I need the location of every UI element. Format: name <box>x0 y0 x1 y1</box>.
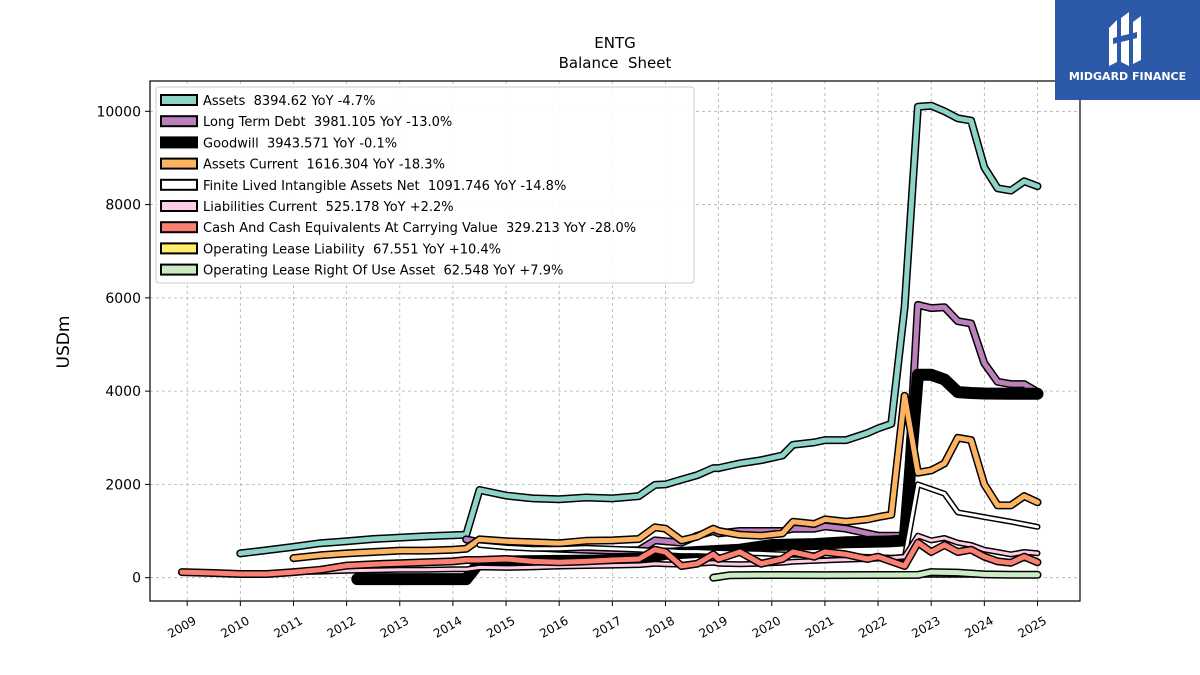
y-tick-label: 10000 <box>96 104 141 120</box>
x-tick-label: 2013 <box>378 613 411 640</box>
y-tick-label: 4000 <box>105 384 141 400</box>
legend-swatch <box>160 94 198 106</box>
legend-item: Operating Lease Liability 67.551 YoY +10… <box>160 242 501 257</box>
series-stroke <box>292 534 1039 574</box>
series-1-line <box>462 300 1042 555</box>
logo-text: MIDGARD FINANCE <box>1068 70 1187 83</box>
x-tick-label: 2024 <box>962 613 995 640</box>
x-tick-label: 2023 <box>909 613 942 640</box>
x-tick-label: 2019 <box>697 613 730 640</box>
legend-swatch <box>160 200 198 212</box>
x-tick-label: 2020 <box>750 613 783 640</box>
midgard-finance-logo: MIDGARD FINANCE <box>1055 0 1200 100</box>
y-tick-label: 6000 <box>105 291 141 307</box>
legend-label: Operating Lease Liability 67.551 YoY +10… <box>203 242 501 257</box>
plot-frame <box>149 80 1081 602</box>
legend-item: Assets Current 1616.304 YoY -18.3% <box>160 157 445 173</box>
series-8-line <box>709 568 1042 582</box>
x-tick-label: 2010 <box>218 613 251 640</box>
legend-box <box>155 86 695 284</box>
series-4-line <box>476 481 1041 562</box>
x-tick-label: 2021 <box>803 613 836 640</box>
series-stroke <box>710 569 1040 581</box>
legend-item: Liabilities Current 525.178 YoY +2.2% <box>160 200 454 215</box>
series-0-line <box>236 101 1042 558</box>
x-tick-label: 2011 <box>272 613 305 640</box>
series-stroke <box>463 302 1040 554</box>
legend-label: Long Term Debt 3981.105 YoY -13.0% <box>203 115 452 130</box>
series-3-line <box>289 391 1042 563</box>
legend-label: Goodwill 3943.571 YoY -0.1% <box>203 136 397 151</box>
legend-swatch <box>160 242 198 255</box>
legend-item: Cash And Cash Equivalents At Carrying Va… <box>160 221 636 236</box>
chart-title: ENTG <box>594 34 635 52</box>
series-stroke <box>179 540 1040 577</box>
x-tick-label: 2009 <box>165 613 198 640</box>
y-tick-label: 0 <box>132 571 141 587</box>
legend-item: Goodwill 3943.571 YoY -0.1% <box>160 136 397 151</box>
series-stroke <box>237 103 1040 556</box>
legend-label: Assets 8394.62 YoY -4.7% <box>203 94 375 109</box>
logo-mark-icon <box>1109 12 1141 66</box>
legend-item: Finite Lived Intangible Assets Net 1091.… <box>160 178 566 194</box>
x-tick-label: 2015 <box>484 613 517 640</box>
series-stroke <box>291 393 1040 561</box>
legend-swatch <box>160 115 198 128</box>
x-tick-label: 2016 <box>537 613 570 640</box>
legend-label: Operating Lease Right Of Use Asset 62.54… <box>203 264 563 279</box>
series-outline <box>462 300 1042 555</box>
legend-swatch <box>160 178 198 191</box>
legend-swatch <box>160 221 198 234</box>
y-axis-label: USDm <box>54 316 74 369</box>
series-stroke <box>478 482 1039 560</box>
x-tick-label: 2014 <box>431 613 464 640</box>
x-tick-label: 2022 <box>856 613 889 640</box>
y-tick-label: 2000 <box>105 477 141 493</box>
legend-item: Assets 8394.62 YoY -4.7% <box>160 94 375 109</box>
legend-item: Operating Lease Right Of Use Asset 62.54… <box>160 263 563 279</box>
legend-item: Long Term Debt 3981.105 YoY -13.0% <box>160 115 452 130</box>
x-tick-label: 2018 <box>644 613 677 640</box>
legend-label: Finite Lived Intangible Assets Net 1091.… <box>203 179 566 194</box>
legend-label: Liabilities Current 525.178 YoY +2.2% <box>203 200 454 215</box>
x-tick-label: 2012 <box>325 613 358 640</box>
legend-label: Cash And Cash Equivalents At Carrying Va… <box>203 221 636 236</box>
legend-label: Assets Current 1616.304 YoY -18.3% <box>203 158 445 173</box>
y-tick-label: 8000 <box>105 198 141 214</box>
legend-swatch <box>160 157 198 170</box>
x-tick-label: 2025 <box>1016 613 1049 640</box>
series-5-line <box>290 532 1041 576</box>
series-6-line <box>177 538 1042 578</box>
legend-swatch <box>160 263 198 276</box>
x-tick-label: 2017 <box>590 613 623 640</box>
legend: Assets 8394.62 YoY -4.7% Long Term Debt 3… <box>155 86 695 284</box>
series-lines <box>177 101 1044 586</box>
chart-subtitle: Balance Sheet <box>559 54 672 72</box>
legend-swatch <box>160 136 198 149</box>
